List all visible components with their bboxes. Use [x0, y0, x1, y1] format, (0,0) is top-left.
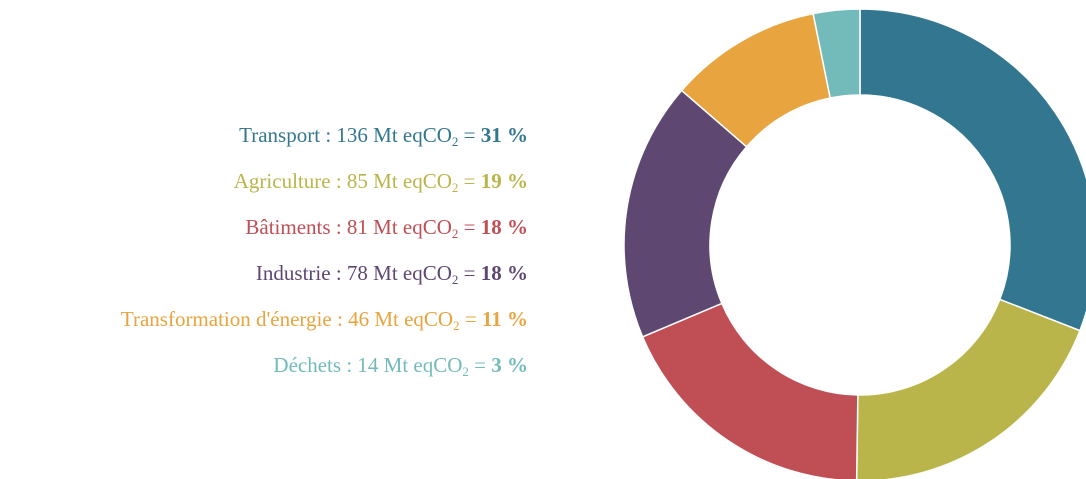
legend-unit: Mt eqCO: [373, 215, 452, 239]
legend-unit: Mt eqCO: [373, 261, 452, 285]
legend-category: Transformation d'énergie: [120, 307, 332, 331]
legend-unit-subscript: 2: [453, 318, 460, 333]
legend-item: Transformation d'énergie : 46 Mt eqCO2 =…: [120, 307, 528, 333]
donut-slice: [859, 8, 1086, 332]
legend-item: Déchets : 14 Mt eqCO2 = 3 %: [273, 353, 528, 379]
legend-value: 81: [346, 215, 368, 239]
legend-value: 46: [348, 307, 370, 331]
legend-item: Industrie : 78 Mt eqCO2 = 18 %: [255, 261, 528, 287]
legend-percent: 11 %: [481, 307, 528, 331]
legend-category: Bâtiments: [245, 215, 331, 239]
legend-percent: 18 %: [480, 215, 528, 239]
legend-unit-subscript: 2: [451, 272, 459, 287]
donut-slice: [812, 8, 861, 99]
legend-unit: Mt eqCO: [373, 123, 452, 147]
legend-item: Transport : 136 Mt eqCO2 = 31 %: [239, 123, 528, 149]
legend-value: 14: [357, 353, 379, 377]
legend-unit-subscript: 2: [451, 226, 459, 241]
legend-value: 78: [346, 261, 368, 285]
legend-category: Déchets: [273, 353, 342, 377]
legend-percent: 18 %: [480, 261, 528, 285]
donut-slice: [641, 302, 859, 479]
legend-percent: 19 %: [480, 169, 528, 193]
legend-category: Agriculture: [233, 169, 331, 193]
legend-unit: Mt eqCO: [383, 353, 463, 377]
legend-unit-subscript: 2: [462, 364, 469, 379]
legend-value: 85: [346, 169, 368, 193]
legend-value: 136: [336, 123, 368, 147]
legend-percent: 3 %: [491, 353, 528, 377]
chart-legend: Transport : 136 Mt eqCO2 = 31 % Agricultu…: [0, 112, 528, 388]
legend-item: Agriculture : 85 Mt eqCO2 = 19 %: [233, 169, 528, 195]
legend-unit: Mt eqCO: [374, 307, 454, 331]
legend-unit: Mt eqCO: [373, 169, 452, 193]
legend-category: Transport: [239, 123, 321, 147]
legend-unit-subscript: 2: [451, 180, 459, 195]
donut-slice: [855, 298, 1081, 479]
legend-item: Bâtiments : 81 Mt eqCO2 = 18 %: [245, 215, 528, 241]
legend-category: Industrie: [255, 261, 331, 285]
legend-unit-subscript: 2: [451, 134, 459, 149]
legend-percent: 31 %: [480, 123, 528, 147]
